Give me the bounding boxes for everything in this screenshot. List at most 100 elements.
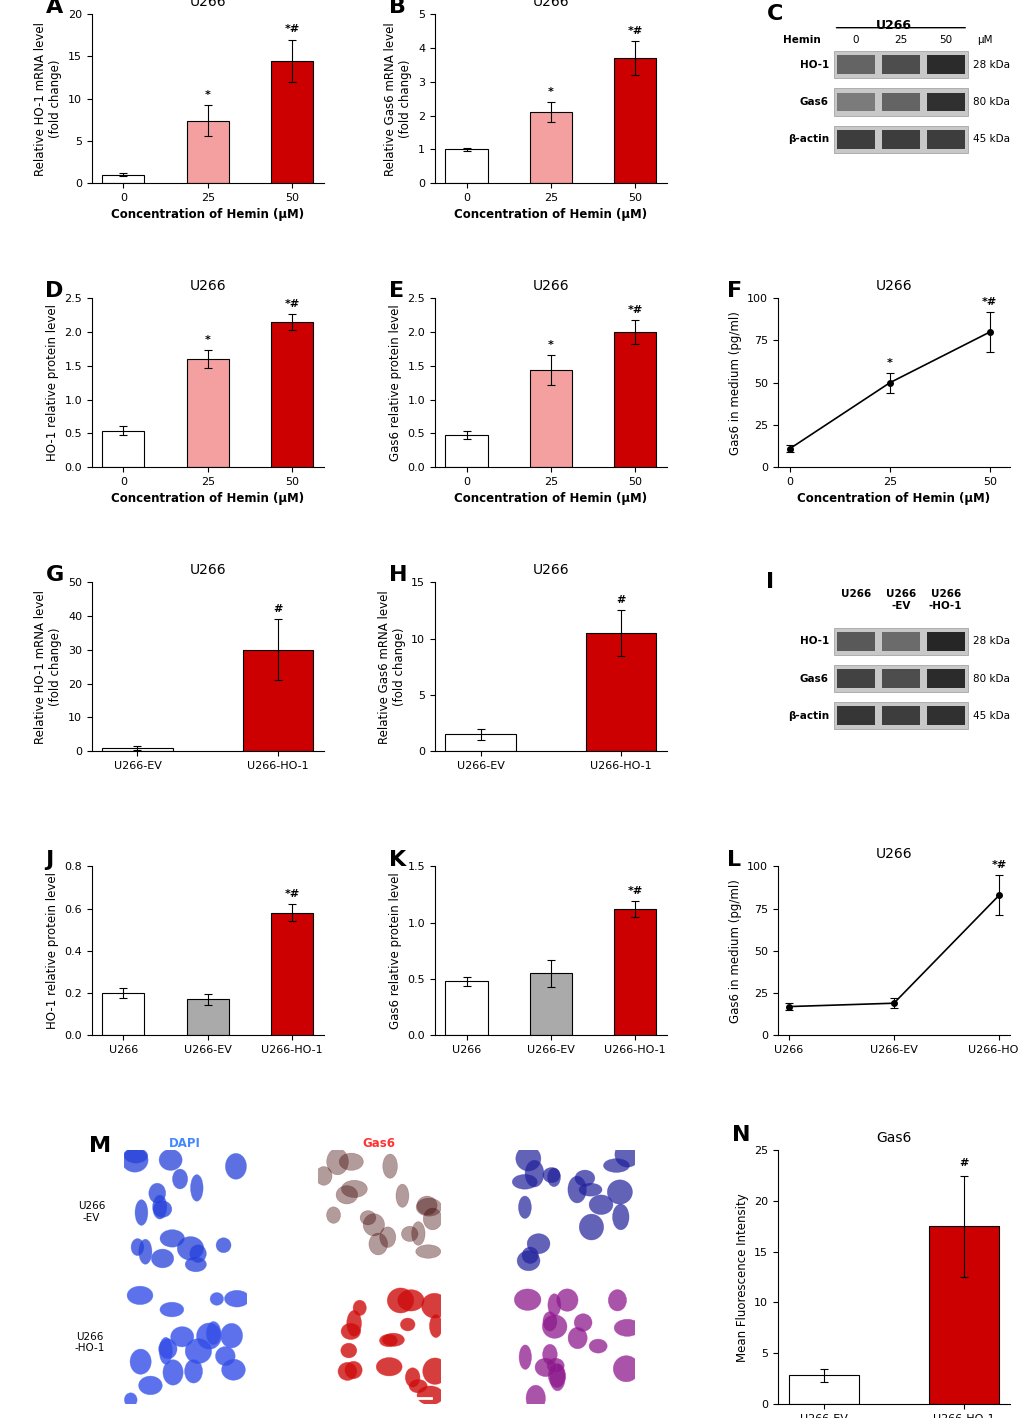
Ellipse shape <box>405 1368 420 1387</box>
Ellipse shape <box>335 1185 358 1204</box>
Bar <box>837 632 874 651</box>
Ellipse shape <box>190 1245 206 1262</box>
Text: *#: *# <box>627 26 642 35</box>
Ellipse shape <box>153 1195 167 1219</box>
Ellipse shape <box>417 1385 443 1405</box>
Y-axis label: Gas6 in medium (pg/ml): Gas6 in medium (pg/ml) <box>728 879 741 1022</box>
Bar <box>271 322 313 467</box>
Ellipse shape <box>376 1357 401 1375</box>
Y-axis label: HO-1 relative protein level: HO-1 relative protein level <box>46 872 59 1029</box>
Bar <box>186 359 228 467</box>
Ellipse shape <box>346 1310 361 1336</box>
Bar <box>925 632 964 651</box>
Y-axis label: Gas6 in medium (pg/ml): Gas6 in medium (pg/ml) <box>728 311 741 455</box>
Text: *#: *# <box>981 296 997 306</box>
Ellipse shape <box>337 1363 357 1381</box>
Ellipse shape <box>526 1385 545 1411</box>
Ellipse shape <box>159 1150 182 1170</box>
Bar <box>925 55 964 74</box>
Ellipse shape <box>612 1204 629 1229</box>
Bar <box>445 435 487 467</box>
Ellipse shape <box>401 1227 418 1242</box>
Text: 45 kDa: 45 kDa <box>972 135 1009 145</box>
X-axis label: Concentration of Hemin (μM): Concentration of Hemin (μM) <box>453 492 647 505</box>
Ellipse shape <box>163 1360 183 1385</box>
Text: *: * <box>547 86 553 96</box>
Ellipse shape <box>382 1154 397 1178</box>
Title: U266: U266 <box>532 563 569 577</box>
Text: 50: 50 <box>938 34 952 44</box>
Ellipse shape <box>542 1344 556 1364</box>
Bar <box>271 61 313 183</box>
Ellipse shape <box>519 1344 531 1370</box>
Bar <box>925 706 964 725</box>
Ellipse shape <box>224 1290 250 1307</box>
X-axis label: Concentration of Hemin (μM): Concentration of Hemin (μM) <box>797 492 989 505</box>
Ellipse shape <box>603 1159 629 1173</box>
Text: 80 kDa: 80 kDa <box>972 96 1009 106</box>
Text: K: K <box>388 849 406 869</box>
Ellipse shape <box>525 1160 543 1187</box>
Ellipse shape <box>546 1358 564 1373</box>
Title: U266: U266 <box>190 0 226 9</box>
Title: Gas6: Gas6 <box>363 1137 395 1150</box>
Ellipse shape <box>363 1214 384 1236</box>
Ellipse shape <box>326 1149 348 1174</box>
Text: *#: *# <box>990 859 1006 869</box>
Text: J: J <box>46 849 54 869</box>
Ellipse shape <box>344 1361 362 1378</box>
Text: U266
-EV: U266 -EV <box>77 1201 105 1222</box>
Ellipse shape <box>412 1222 425 1245</box>
Ellipse shape <box>395 1184 409 1207</box>
Ellipse shape <box>556 1289 578 1312</box>
Text: U266
-HO-1: U266 -HO-1 <box>74 1332 105 1353</box>
Ellipse shape <box>542 1314 567 1339</box>
Bar <box>788 1375 858 1404</box>
Text: HO-1: HO-1 <box>799 60 828 69</box>
Ellipse shape <box>548 1364 565 1387</box>
Ellipse shape <box>127 1286 153 1305</box>
Ellipse shape <box>574 1313 591 1332</box>
Bar <box>529 973 572 1035</box>
Ellipse shape <box>512 1174 537 1190</box>
Bar <box>613 909 655 1035</box>
Ellipse shape <box>151 1249 173 1268</box>
Ellipse shape <box>514 1289 540 1310</box>
Bar <box>445 981 487 1035</box>
Text: Gas6: Gas6 <box>799 674 828 683</box>
Ellipse shape <box>185 1256 206 1272</box>
Ellipse shape <box>121 1149 148 1173</box>
Ellipse shape <box>139 1239 152 1265</box>
X-axis label: Concentration of Hemin (μM): Concentration of Hemin (μM) <box>111 208 304 221</box>
Text: C: C <box>765 4 782 24</box>
Text: *: * <box>205 335 211 345</box>
Text: 45 kDa: 45 kDa <box>972 710 1009 720</box>
Bar <box>833 665 967 692</box>
Ellipse shape <box>129 1349 151 1374</box>
Ellipse shape <box>216 1238 231 1252</box>
Ellipse shape <box>124 1149 148 1163</box>
Ellipse shape <box>579 1214 603 1239</box>
Bar <box>928 1227 999 1404</box>
Text: β-actin: β-actin <box>787 710 828 720</box>
Ellipse shape <box>417 1195 437 1215</box>
Y-axis label: Relative HO-1 mRNA level
(fold change): Relative HO-1 mRNA level (fold change) <box>35 590 62 744</box>
Bar <box>102 174 145 183</box>
Bar <box>881 706 919 725</box>
Ellipse shape <box>215 1347 235 1366</box>
Text: N: N <box>731 1124 749 1146</box>
Y-axis label: Relative Gas6 mRNA level
(fold change): Relative Gas6 mRNA level (fold change) <box>384 21 412 176</box>
Ellipse shape <box>379 1334 397 1347</box>
Bar <box>925 669 964 688</box>
Text: B: B <box>388 0 406 17</box>
Bar <box>613 58 655 183</box>
Bar <box>613 332 655 467</box>
Text: μM: μM <box>976 34 991 44</box>
Bar <box>271 913 313 1035</box>
Bar <box>186 1000 228 1035</box>
Title: Gas6: Gas6 <box>875 1132 911 1146</box>
Bar <box>837 129 874 149</box>
Text: *#: *# <box>627 886 642 896</box>
Bar <box>833 51 967 78</box>
Ellipse shape <box>326 1207 340 1224</box>
